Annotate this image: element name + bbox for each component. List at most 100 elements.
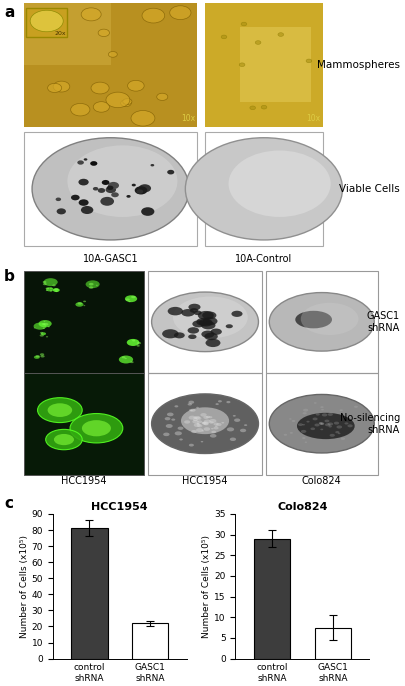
Circle shape: [201, 430, 204, 431]
Circle shape: [203, 427, 210, 431]
Circle shape: [353, 405, 357, 408]
Circle shape: [188, 304, 200, 311]
Circle shape: [289, 432, 292, 434]
Circle shape: [52, 285, 55, 286]
Circle shape: [55, 291, 58, 292]
Circle shape: [54, 434, 74, 445]
Circle shape: [283, 434, 286, 436]
Circle shape: [229, 438, 235, 441]
Circle shape: [320, 423, 324, 425]
Text: Mammospheres: Mammospheres: [316, 60, 399, 70]
Circle shape: [106, 92, 130, 108]
Circle shape: [91, 82, 109, 94]
Circle shape: [167, 170, 174, 174]
Circle shape: [187, 327, 198, 333]
Circle shape: [107, 186, 113, 190]
Y-axis label: Number of Cells (x10⁵): Number of Cells (x10⁵): [20, 535, 29, 638]
Circle shape: [194, 416, 200, 419]
Circle shape: [214, 425, 217, 427]
Circle shape: [67, 145, 177, 217]
Circle shape: [81, 206, 93, 214]
Circle shape: [302, 424, 304, 425]
Text: Colo824: Colo824: [301, 476, 341, 486]
Circle shape: [126, 339, 139, 346]
Circle shape: [125, 298, 130, 301]
Circle shape: [302, 412, 306, 414]
Circle shape: [46, 336, 48, 338]
Circle shape: [288, 418, 291, 420]
Circle shape: [201, 422, 206, 425]
Circle shape: [32, 138, 189, 240]
Circle shape: [188, 401, 194, 404]
Bar: [24, 3, 196, 127]
Circle shape: [98, 188, 105, 193]
Circle shape: [105, 187, 116, 193]
Circle shape: [339, 410, 342, 411]
Circle shape: [71, 195, 79, 200]
Text: 10x: 10x: [306, 114, 320, 123]
Circle shape: [166, 412, 173, 416]
Circle shape: [277, 33, 283, 36]
Bar: [24, 3, 110, 64]
Circle shape: [47, 403, 72, 417]
Circle shape: [209, 421, 213, 424]
Circle shape: [181, 407, 228, 434]
Circle shape: [38, 320, 51, 327]
Circle shape: [70, 414, 122, 443]
Title: Colo824: Colo824: [277, 501, 327, 512]
Circle shape: [77, 161, 84, 165]
Circle shape: [324, 423, 330, 426]
Circle shape: [43, 323, 48, 326]
Circle shape: [215, 403, 218, 405]
Text: a: a: [4, 5, 15, 21]
Circle shape: [156, 93, 167, 100]
Circle shape: [196, 424, 202, 427]
Circle shape: [163, 433, 169, 436]
Circle shape: [89, 283, 94, 285]
Circle shape: [43, 283, 47, 285]
Circle shape: [174, 405, 178, 407]
Circle shape: [81, 8, 101, 21]
Bar: [71, 528, 107, 659]
Text: HCC1954: HCC1954: [61, 476, 107, 486]
Circle shape: [209, 434, 216, 438]
Circle shape: [297, 423, 302, 426]
Circle shape: [347, 425, 352, 427]
Circle shape: [119, 355, 133, 364]
Circle shape: [127, 80, 144, 91]
Circle shape: [34, 322, 46, 330]
Circle shape: [77, 302, 82, 305]
Circle shape: [320, 406, 323, 408]
Circle shape: [128, 301, 130, 303]
Circle shape: [203, 423, 208, 425]
Circle shape: [315, 413, 319, 416]
Circle shape: [173, 296, 247, 338]
Circle shape: [193, 311, 201, 315]
Circle shape: [125, 295, 137, 302]
Circle shape: [171, 418, 175, 421]
Bar: [205, 3, 322, 127]
Circle shape: [100, 197, 114, 206]
Circle shape: [43, 278, 58, 286]
Circle shape: [202, 421, 208, 425]
Circle shape: [136, 345, 139, 346]
Bar: [265, 372, 377, 475]
Circle shape: [226, 401, 230, 403]
Text: Viable Cells: Viable Cells: [338, 184, 399, 194]
Bar: [132, 624, 168, 659]
Circle shape: [188, 409, 192, 412]
Circle shape: [300, 303, 358, 335]
Circle shape: [45, 429, 82, 450]
Circle shape: [122, 356, 125, 358]
Text: HCC1954: HCC1954: [182, 476, 227, 486]
Circle shape: [42, 323, 45, 325]
Bar: [253, 539, 290, 659]
Circle shape: [55, 198, 61, 201]
Circle shape: [96, 285, 98, 286]
Circle shape: [243, 424, 247, 426]
Bar: [24, 372, 144, 475]
Circle shape: [142, 8, 164, 23]
Circle shape: [312, 418, 317, 421]
Circle shape: [164, 417, 170, 421]
Circle shape: [90, 161, 97, 166]
